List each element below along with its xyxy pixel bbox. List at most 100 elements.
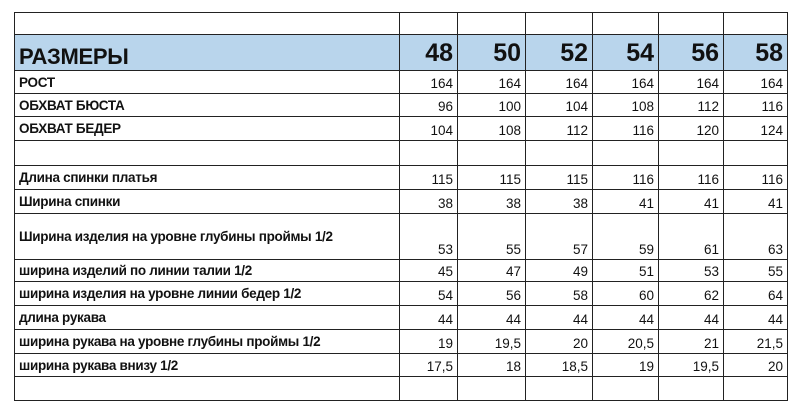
size-54: 54 bbox=[592, 34, 659, 71]
row-value: 104 bbox=[399, 116, 458, 141]
row-value: 64 bbox=[723, 281, 788, 306]
table-row: Ширина спинки 38 38 38 41 41 41 bbox=[14, 189, 788, 214]
row-value: 20 bbox=[723, 353, 788, 377]
row-value: 164 bbox=[399, 70, 458, 94]
row-value: 55 bbox=[457, 213, 526, 260]
row-value: 164 bbox=[723, 70, 788, 94]
row-value: 49 bbox=[525, 259, 593, 282]
row-value bbox=[525, 376, 593, 401]
row-label: ширина рукава на уровне глубины проймы 1… bbox=[14, 329, 400, 354]
table-row: ширина изделия на уровне линии бедер 1/2… bbox=[14, 281, 788, 306]
row-value: 44 bbox=[399, 305, 458, 330]
row-value bbox=[399, 376, 458, 401]
row-value: 47 bbox=[457, 259, 526, 282]
row-label: ОБХВАТ БЮСТА bbox=[14, 93, 400, 117]
row-value: 164 bbox=[592, 70, 659, 94]
row-value: 41 bbox=[592, 189, 659, 214]
table-row: ширина изделий по линии талии 1/2 45 47 49 5… bbox=[14, 259, 788, 282]
row-value: 44 bbox=[592, 305, 659, 330]
row-value bbox=[525, 140, 593, 166]
row-value: 116 bbox=[723, 93, 788, 117]
row-label: Длина спинки платья bbox=[14, 165, 400, 190]
size-50: 50 bbox=[457, 34, 526, 71]
table-row: ширина рукава на уровне глубины проймы 1… bbox=[14, 329, 788, 354]
size-48: 48 bbox=[399, 34, 458, 71]
size-chart-table: РАЗМЕРЫ 48 50 52 54 56 58 РОСТ 164 164 164 1… bbox=[14, 12, 788, 401]
empty-top-row bbox=[14, 12, 788, 35]
row-label: ОБХВАТ БЕДЕР bbox=[14, 116, 400, 141]
row-value: 116 bbox=[592, 165, 659, 190]
row-value: 116 bbox=[723, 165, 788, 190]
row-value: 108 bbox=[592, 93, 659, 117]
row-value: 20 bbox=[525, 329, 593, 354]
row-value bbox=[592, 376, 659, 401]
table-row: РОСТ 164 164 164 164 164 164 bbox=[14, 70, 788, 94]
row-value: 100 bbox=[457, 93, 526, 117]
row-value: 19 bbox=[592, 353, 659, 377]
row-value: 112 bbox=[525, 116, 593, 141]
row-value bbox=[723, 376, 788, 401]
row-value: 18,5 bbox=[525, 353, 593, 377]
row-value: 116 bbox=[592, 116, 659, 141]
row-value: 120 bbox=[658, 116, 724, 141]
table-row: Длина спинки платья 115 115 115 116 116 116 bbox=[14, 165, 788, 190]
table-row: длина рукава 44 44 44 44 44 44 bbox=[14, 305, 788, 330]
row-value: 38 bbox=[525, 189, 593, 214]
row-label: Ширина спинки bbox=[14, 189, 400, 214]
row-value: 115 bbox=[525, 165, 593, 190]
table-row: ОБХВАТ БЮСТА 96 100 104 108 112 116 bbox=[14, 93, 788, 117]
row-label: РОСТ bbox=[14, 70, 400, 94]
row-value: 60 bbox=[592, 281, 659, 306]
row-label: ширина рукава внизу 1/2 bbox=[14, 353, 400, 377]
row-value: 96 bbox=[399, 93, 458, 117]
row-value: 18 bbox=[457, 353, 526, 377]
row-label: длина рукава bbox=[14, 305, 400, 330]
row-value: 38 bbox=[399, 189, 458, 214]
row-value: 21,5 bbox=[723, 329, 788, 354]
row-value bbox=[457, 140, 526, 166]
row-value: 61 bbox=[658, 213, 724, 260]
row-value: 44 bbox=[723, 305, 788, 330]
row-value bbox=[658, 376, 724, 401]
row-label bbox=[14, 140, 400, 166]
row-value: 20,5 bbox=[592, 329, 659, 354]
row-value: 58 bbox=[525, 281, 593, 306]
row-value bbox=[723, 140, 788, 166]
row-value: 55 bbox=[723, 259, 788, 282]
row-value: 57 bbox=[525, 213, 593, 260]
row-value: 59 bbox=[592, 213, 659, 260]
row-value bbox=[457, 376, 526, 401]
row-label bbox=[14, 376, 400, 401]
size-56: 56 bbox=[658, 34, 724, 71]
row-value: 104 bbox=[525, 93, 593, 117]
row-value bbox=[399, 140, 458, 166]
table-row: ОБХВАТ БЕДЕР 104 108 112 116 120 124 bbox=[14, 116, 788, 141]
table-row: Ширина изделия на уровне глубины проймы … bbox=[14, 213, 788, 260]
row-value: 112 bbox=[658, 93, 724, 117]
row-value: 164 bbox=[525, 70, 593, 94]
table-row bbox=[14, 140, 788, 166]
row-value: 164 bbox=[658, 70, 724, 94]
row-label: ширина изделия на уровне линии бедер 1/2 bbox=[14, 281, 400, 306]
row-value: 115 bbox=[457, 165, 526, 190]
row-value: 62 bbox=[658, 281, 724, 306]
row-label: ширина изделий по линии талии 1/2 bbox=[14, 259, 400, 282]
row-value: 124 bbox=[723, 116, 788, 141]
row-value bbox=[658, 140, 724, 166]
row-value: 116 bbox=[658, 165, 724, 190]
row-value: 19 bbox=[399, 329, 458, 354]
row-value: 63 bbox=[723, 213, 788, 260]
size-58: 58 bbox=[723, 34, 788, 71]
row-value: 51 bbox=[592, 259, 659, 282]
row-value: 17,5 bbox=[399, 353, 458, 377]
table-row bbox=[14, 376, 788, 401]
row-value: 44 bbox=[658, 305, 724, 330]
row-value: 44 bbox=[457, 305, 526, 330]
size-52: 52 bbox=[525, 34, 593, 71]
row-value: 45 bbox=[399, 259, 458, 282]
header-label: РАЗМЕРЫ bbox=[14, 34, 400, 71]
row-value: 21 bbox=[658, 329, 724, 354]
row-value: 19,5 bbox=[457, 329, 526, 354]
row-value: 44 bbox=[525, 305, 593, 330]
row-value: 56 bbox=[457, 281, 526, 306]
